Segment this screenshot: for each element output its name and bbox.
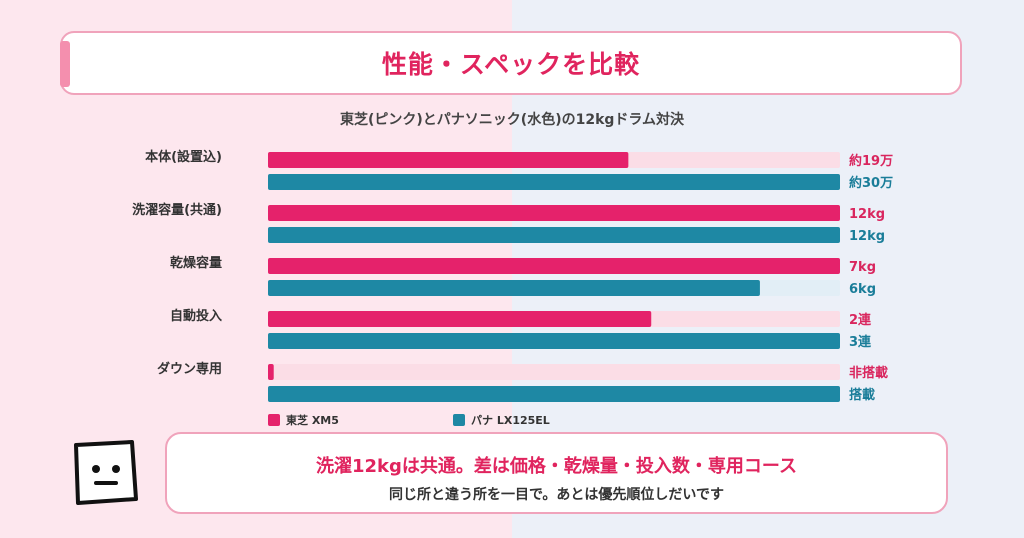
summary-callout: 洗濯12kgは共通。差は価格・乾燥量・投入数・専用コース 同じ所と違う所を一目で…	[165, 432, 948, 514]
legend-swatch-pana	[453, 414, 465, 426]
legend-label-toshiba: 東芝 XM5	[286, 414, 339, 427]
category-label: 本体(設置込)	[145, 149, 222, 165]
chart-subtitle: 東芝(ピンク)とパナソニック(水色)の12kgドラム対決	[340, 112, 684, 128]
value-label-pana: 搭載	[849, 387, 875, 403]
bar-pana	[268, 333, 840, 349]
callout-main-text: 洗濯12kgは共通。差は価格・乾燥量・投入数・専用コース	[315, 456, 797, 477]
bar-toshiba	[268, 311, 652, 327]
legend-item-toshiba: 東芝 XM5	[268, 412, 339, 428]
category-label: 洗濯容量(共通)	[132, 202, 222, 218]
mascot-face-icon	[74, 440, 138, 505]
bar-pana	[268, 386, 840, 402]
callout-sub-text: 同じ所と違う所を一目で。あとは優先順位しだいです	[388, 487, 725, 503]
value-label-pana: 3連	[849, 334, 872, 350]
bar-toshiba	[268, 152, 629, 168]
bar-pana	[268, 174, 840, 190]
bar-toshiba	[268, 258, 840, 274]
value-label-pana: 約30万	[849, 175, 893, 191]
title-box: 性能・スペックを比較	[60, 31, 962, 95]
legend-item-pana: パナ LX125EL	[453, 412, 550, 428]
page-title: 性能・スペックを比較	[381, 50, 641, 79]
bar-toshiba	[268, 364, 274, 380]
bar-track-toshiba	[268, 364, 840, 380]
value-label-toshiba: 12kg	[849, 207, 885, 222]
category-label: ダウン専用	[157, 361, 222, 377]
bar-pana	[268, 227, 840, 243]
legend-label-pana: パナ LX125EL	[471, 414, 550, 427]
title-accent-bar	[60, 41, 70, 87]
bar-toshiba	[268, 205, 840, 221]
value-label-toshiba: 約19万	[849, 153, 893, 169]
value-label-pana: 6kg	[849, 282, 876, 297]
value-label-toshiba: 7kg	[849, 260, 876, 275]
category-label: 乾燥容量	[170, 255, 222, 271]
value-label-pana: 12kg	[849, 229, 885, 244]
legend-swatch-toshiba	[268, 414, 280, 426]
value-label-toshiba: 2連	[849, 312, 872, 328]
value-label-toshiba: 非搭載	[849, 365, 888, 381]
bar-pana	[268, 280, 760, 296]
category-label: 自動投入	[170, 308, 222, 324]
